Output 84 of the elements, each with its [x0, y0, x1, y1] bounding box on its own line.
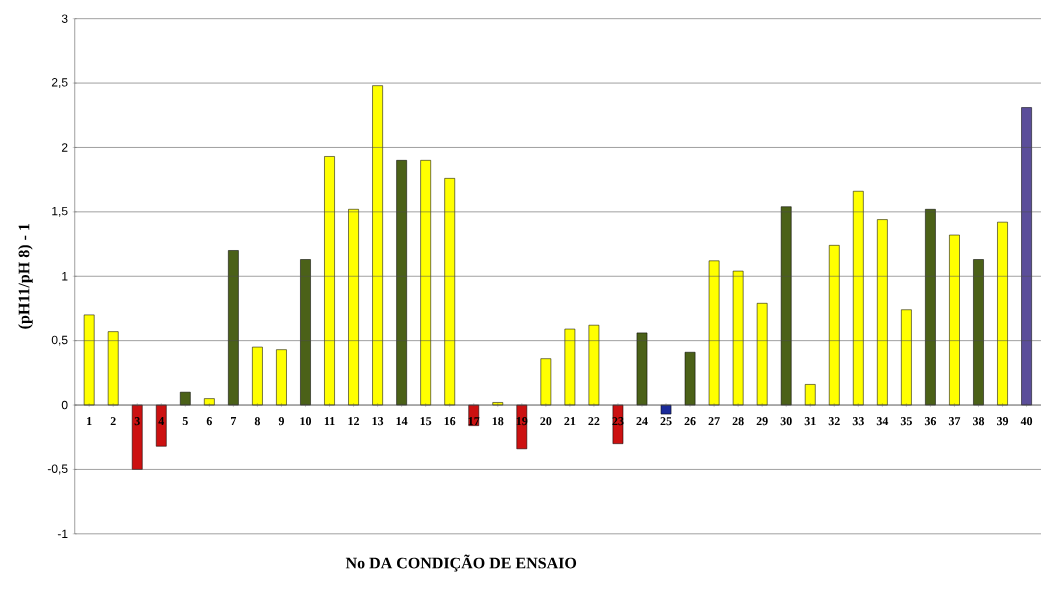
bar [997, 222, 1008, 406]
bar [179, 392, 191, 406]
bar [1021, 107, 1032, 406]
y-tick-label: 2 [61, 143, 68, 152]
bar [516, 404, 528, 450]
bar [348, 209, 359, 406]
x-tick-label: 26 [684, 417, 696, 426]
bar [804, 384, 816, 406]
x-tick-label: 32 [828, 417, 840, 426]
x-tick-label: 35 [900, 417, 912, 426]
y-tick-label: -1 [57, 529, 68, 539]
x-tick-label: 7 [231, 417, 237, 426]
y-tick-label: -0,5 [47, 464, 68, 475]
bar [828, 245, 840, 406]
x-tick-label: 20 [540, 417, 552, 426]
x-tick-label: 8 [254, 417, 261, 426]
x-tick-label: 3 [134, 417, 140, 426]
x-tick-label: 12 [348, 417, 360, 426]
y-axis-title: (pH11/pH 8) - 1 [18, 224, 33, 329]
x-tick-label: 10 [300, 417, 312, 426]
y-tick-label: 3 [61, 14, 68, 24]
bar [901, 309, 912, 406]
x-tick-label: 25 [660, 417, 672, 426]
x-tick-label: 18 [492, 417, 504, 426]
x-tick-label: 39 [996, 417, 1009, 426]
bar [228, 250, 239, 406]
x-tick-label: 36 [924, 417, 937, 426]
bar [131, 404, 143, 470]
x-tick-label: 28 [732, 417, 744, 426]
bar [300, 259, 311, 406]
bar [756, 303, 768, 406]
bar [420, 160, 431, 406]
x-tick-label: 24 [636, 417, 648, 426]
x-tick-label: 38 [972, 417, 985, 426]
x-tick-label: 33 [852, 417, 864, 426]
bar [973, 259, 984, 406]
bar [107, 331, 119, 406]
x-tick-label: 30 [780, 417, 792, 426]
x-tick-label: 2 [110, 417, 116, 426]
bar [444, 178, 456, 406]
bar [372, 85, 383, 406]
x-tick-label: 11 [324, 417, 335, 426]
x-tick-label: 21 [564, 417, 576, 426]
bar [949, 234, 960, 406]
x-tick-label: 27 [708, 417, 720, 426]
x-tick-label: 1 [87, 417, 92, 426]
x-tick-label: 29 [756, 417, 768, 426]
bar [708, 260, 720, 406]
bar [660, 404, 672, 415]
x-tick-label: 40 [1020, 417, 1033, 426]
bar [588, 325, 600, 406]
bar [780, 206, 792, 406]
y-tick-label: 1,5 [52, 207, 68, 217]
bar [252, 347, 263, 406]
bar [155, 404, 167, 447]
x-tick-label: 37 [948, 417, 961, 426]
y-tick-label: 0,5 [51, 335, 68, 346]
bar [852, 191, 864, 406]
bar [324, 156, 335, 406]
bar [276, 349, 287, 406]
bar [684, 352, 696, 406]
bar [83, 314, 95, 406]
x-tick-label: 15 [420, 417, 432, 426]
bar [925, 209, 936, 406]
x-tick-label: 4 [158, 417, 165, 426]
x-tick-label: 34 [876, 417, 889, 426]
x-tick-label: 16 [444, 417, 456, 426]
x-axis-title: No DA CONDIÇÃO DE ENSAIO [345, 554, 577, 572]
x-tick-label: 5 [182, 417, 188, 426]
y-tick-label: 2,5 [51, 78, 68, 89]
bar [732, 271, 744, 406]
y-tick-label: 1 [62, 272, 68, 281]
x-tick-label: 22 [588, 417, 600, 426]
y-tick-label: 0 [61, 401, 68, 410]
bar [877, 219, 888, 406]
x-tick-label: 13 [372, 417, 384, 426]
bar [636, 332, 648, 406]
x-tick-label: 14 [396, 417, 408, 426]
x-tick-label: 6 [206, 417, 212, 426]
bar [540, 358, 552, 406]
bar [564, 329, 576, 406]
x-tick-label: 9 [278, 417, 285, 426]
bar [396, 160, 407, 406]
x-tick-label: 31 [804, 417, 816, 426]
